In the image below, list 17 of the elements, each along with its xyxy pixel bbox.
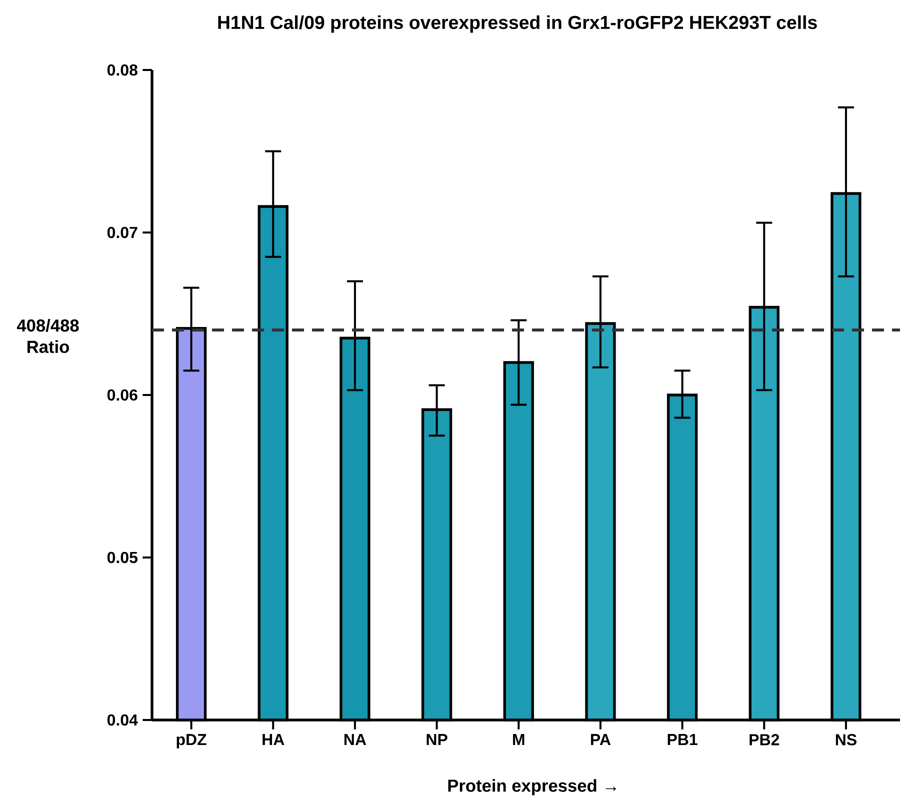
x-tick-label: NP (426, 734, 448, 746)
x-tick-label: PB2 (750, 734, 780, 746)
x-tick-label: M (513, 734, 524, 746)
y-axis-title: 408/488 Ratio (16, 318, 79, 354)
y-tick-label: 0.04 (107, 714, 138, 726)
y-tick-label: 0.08 (107, 64, 138, 76)
x-tick-label: NS (836, 734, 856, 746)
x-axis-title: Protein expressed → (448, 779, 616, 796)
x-tick-label: NA (344, 734, 366, 746)
x-tick-label: PA (591, 734, 611, 746)
x-tick-label: pDZ (176, 734, 206, 748)
y-tick-label: 0.06 (107, 389, 138, 401)
chart-title: H1N1 Cal/09 proteins overexpressed in Grx1-roGFP2 HEK293T cells (218, 15, 817, 33)
x-tick-label: PB1 (668, 734, 698, 746)
y-tick-label: 0.05 (107, 552, 138, 564)
y-tick-label: 0.07 (107, 226, 138, 238)
x-tick-label: HA (262, 734, 284, 746)
